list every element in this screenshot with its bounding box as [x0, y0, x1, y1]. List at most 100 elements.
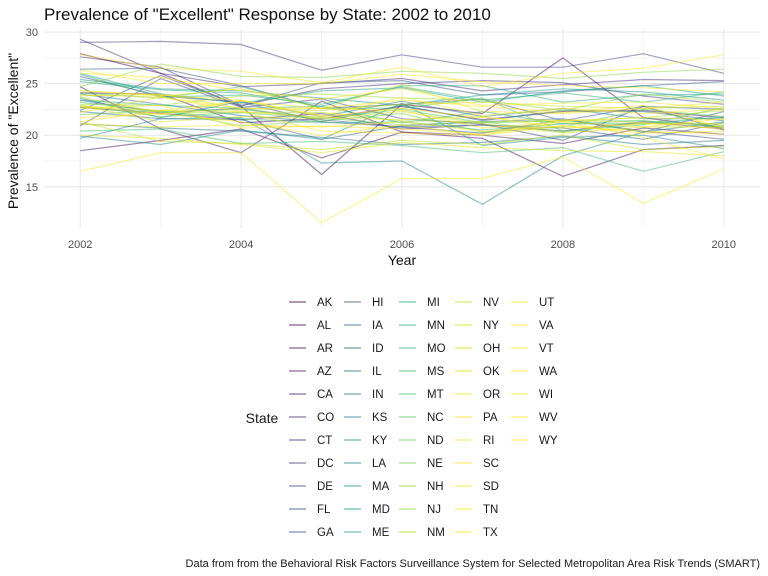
- series-line-vt: [80, 69, 724, 93]
- legend-label: MN: [427, 320, 445, 332]
- legend-item-nh: NH: [399, 481, 444, 493]
- series-line-in: [80, 123, 724, 146]
- series-line-wv: [80, 152, 725, 224]
- series-line-dc: [80, 40, 724, 74]
- series-line-or: [80, 84, 724, 115]
- legend-label: FL: [317, 504, 331, 516]
- legend-label: TN: [483, 504, 498, 516]
- legend-item-mn: MN: [399, 320, 445, 332]
- legend-item-ma: MA: [344, 481, 390, 493]
- legend-item-ne: NE: [399, 458, 443, 470]
- legend-item-al: AL: [289, 320, 332, 332]
- legend-item-nj: NJ: [399, 504, 441, 516]
- legend-label: PA: [483, 412, 498, 424]
- x-axis-ticks: 2002 2004 2006 2008 2010: [68, 239, 736, 251]
- legend-item-nd: ND: [399, 435, 444, 447]
- series-line-mi: [80, 99, 724, 125]
- legend-item-ga: GA: [289, 527, 334, 539]
- series-line-va: [80, 72, 724, 109]
- legend-label: SD: [483, 481, 499, 493]
- series-line-me: [80, 81, 724, 107]
- legend-item-pa: PA: [455, 412, 498, 424]
- legend-item-ok: OK: [455, 366, 500, 378]
- legend-item-sd: SD: [455, 481, 499, 493]
- legend-title: State: [246, 410, 279, 426]
- legend-item-md: MD: [344, 504, 390, 516]
- legend-label: VT: [539, 343, 554, 355]
- legend-label: ME: [372, 527, 390, 539]
- series-line-ri: [80, 94, 724, 129]
- series-line-nh: [80, 63, 724, 88]
- legend-item-fl: FL: [289, 504, 331, 516]
- legend-item-co: CO: [289, 412, 334, 424]
- legend-item-or: OR: [455, 389, 500, 401]
- x-tick-label: 2006: [390, 239, 414, 251]
- legend-item-ak: AK: [289, 297, 333, 309]
- series-line-ma: [80, 78, 724, 106]
- legend-item-mi: MI: [399, 297, 440, 309]
- legend-label: TX: [483, 527, 498, 539]
- legend-label: ND: [427, 435, 444, 447]
- series-line-tn: [80, 96, 724, 160]
- legend-label: NV: [483, 297, 499, 309]
- legend-item-vt: VT: [511, 343, 554, 355]
- legend-item-me: ME: [344, 527, 390, 539]
- legend-label: RI: [483, 435, 495, 447]
- legend-item-nm: NM: [399, 527, 445, 539]
- legend-label: AZ: [317, 366, 332, 378]
- x-tick-label: 2002: [68, 239, 92, 251]
- legend-label: MA: [372, 481, 390, 493]
- legend-label: KS: [372, 412, 388, 424]
- legend-item-la: LA: [344, 458, 386, 470]
- legend-item-ct: CT: [289, 435, 332, 447]
- legend-item-de: DE: [289, 481, 333, 493]
- legend-item-sc: SC: [455, 458, 499, 470]
- legend-item-id: ID: [344, 343, 384, 355]
- legend-item-ks: KS: [344, 412, 388, 424]
- series-line-az: [79, 86, 724, 154]
- x-tick-label: 2010: [712, 239, 736, 251]
- legend-item-oh: OH: [455, 343, 500, 355]
- legend-item-ar: AR: [289, 343, 333, 355]
- legend-label: CA: [317, 389, 333, 401]
- legend-label: OH: [483, 343, 500, 355]
- legend-item-mo: MO: [399, 343, 446, 355]
- series-line-ct: [80, 56, 724, 106]
- series-line-id: [80, 110, 724, 140]
- legend-item-wv: WV: [511, 412, 558, 424]
- series-line-sd: [80, 100, 724, 129]
- legend-label: WA: [539, 366, 557, 378]
- legend-item-tx: TX: [455, 527, 498, 539]
- legend-label: MO: [427, 343, 446, 355]
- legend-label: NY: [483, 320, 499, 332]
- legend-item-ut: UT: [511, 297, 554, 309]
- legend-item-wy: WY: [511, 435, 558, 447]
- legend-item-hi: HI: [344, 297, 384, 309]
- y-tick-label: 20: [26, 130, 38, 142]
- legend-item-wi: WI: [511, 389, 553, 401]
- legend-label: ID: [372, 343, 384, 355]
- legend-label: WI: [539, 389, 553, 401]
- series-line-nd: [80, 108, 724, 133]
- legend-label: WV: [539, 412, 558, 424]
- legend-item-az: AZ: [289, 366, 332, 378]
- legend-item-ca: CA: [289, 389, 333, 401]
- legend-label: MI: [427, 297, 440, 309]
- x-axis-title: Year: [388, 252, 417, 268]
- x-tick-label: 2008: [551, 239, 575, 251]
- legend-items: AK AL AR AZ CA CO CT DC DE FL GA HI IA ID IL IN KS KY LA MA…: [289, 297, 558, 539]
- legend-label: VA: [539, 320, 554, 332]
- legend-label: WY: [539, 435, 558, 447]
- legend-label: MT: [427, 389, 444, 401]
- legend-label: KY: [372, 435, 388, 447]
- y-axis-title: Prevalence of "Excellent": [5, 53, 21, 209]
- legend-label: AL: [317, 320, 332, 332]
- legend-label: IN: [372, 389, 384, 401]
- legend-item-nc: NC: [399, 412, 444, 424]
- legend-item-ia: IA: [344, 320, 383, 332]
- legend-label: LA: [372, 458, 386, 470]
- chart-caption: Data from from the Behavioral Risk Facto…: [186, 558, 760, 570]
- series-line-ms: [80, 128, 724, 172]
- legend-label: AK: [317, 297, 333, 309]
